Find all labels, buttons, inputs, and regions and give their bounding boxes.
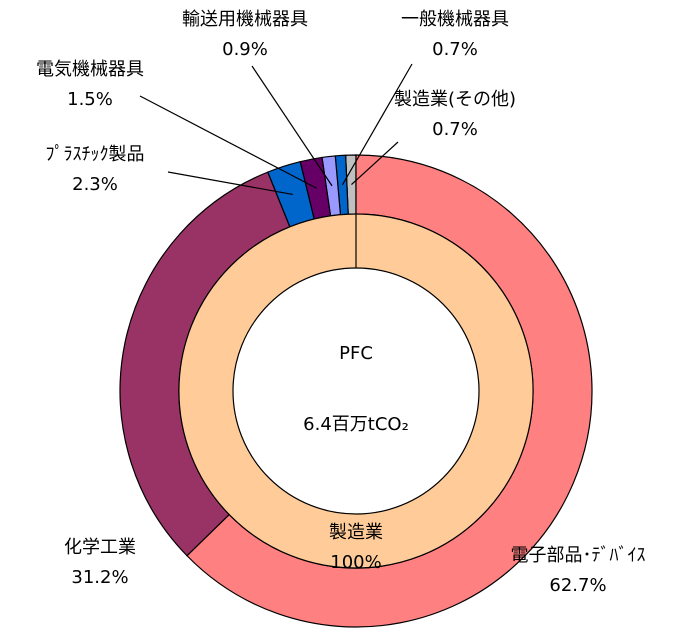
center-total: 6.4百万tCO₂ [303,414,409,435]
leader-line [351,141,399,185]
category-label: 化学工業 [64,537,136,558]
category-label: 電子部品･ﾃﾞﾊﾞｲｽ [511,545,646,566]
leader-line [341,63,413,186]
category-label: 一般機械器具 [401,9,509,30]
value-label: 0.7% [432,39,478,60]
value-label: 100% [330,552,381,573]
leader-line [139,95,317,189]
value-label: 1.5% [67,89,113,110]
slice [178,213,534,569]
center-title: PFC [339,343,373,364]
category-label: 製造業(その他) [394,89,516,110]
category-label: ﾌﾟﾗｽﾁｯｸ製品 [46,144,145,165]
value-label: 0.7% [432,119,478,140]
value-label: 0.9% [222,39,268,60]
category-label: 電気機械器具 [36,59,144,80]
category-label: 輸送用機械器具 [182,9,308,30]
leader-line [251,65,333,187]
leader-line [167,171,293,195]
value-label: 2.3% [72,174,118,195]
category-label: 製造業 [329,522,383,543]
value-label: 62.7% [549,575,606,596]
value-label: 31.2% [71,567,128,588]
